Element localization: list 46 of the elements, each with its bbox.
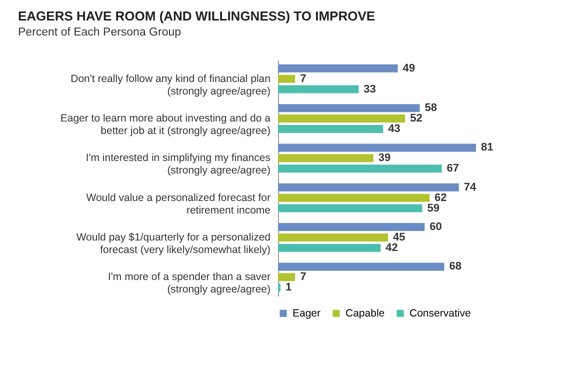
data-label: 59 [427, 202, 440, 214]
bar [278, 104, 420, 112]
legend-label: Capable [346, 307, 385, 320]
legend-label: Eager [292, 307, 322, 320]
data-label: 42 [386, 242, 398, 254]
data-label: 7 [300, 72, 306, 85]
y-tick-label: Eager to learn more about investing and do a better job at it (strongly agree/agree) [60, 112, 271, 138]
bar [278, 233, 388, 242]
bar [278, 244, 381, 252]
data-label: 68 [449, 260, 462, 273]
data-label: 58 [424, 102, 438, 114]
bar [278, 204, 422, 212]
y-tick-label: Would value a personalized forecast for retirement income [86, 192, 271, 216]
bar [278, 194, 430, 202]
bar [278, 262, 444, 271]
y-tick-label: I'm interested in simplifying my finances (strongly agree/agree) [86, 152, 270, 177]
bar [278, 154, 374, 162]
y-tick-label: Don't really follow any kind of financial plan (strongly agree/agree) [70, 72, 271, 98]
data-label: 81 [481, 142, 494, 154]
data-label: 67 [446, 162, 460, 175]
bar [278, 85, 359, 94]
data-label: 7 [300, 271, 306, 284]
bar [278, 183, 459, 192]
bar [278, 164, 442, 173]
data-label: 1 [285, 282, 292, 294]
bar [278, 144, 476, 152]
legend-label: Conservative [410, 307, 471, 320]
data-label: 33 [364, 83, 376, 96]
data-label: 45 [393, 231, 406, 244]
data-label: 74 [464, 181, 478, 194]
bar [278, 74, 296, 83]
data-label: 60 [430, 221, 442, 234]
bar [278, 124, 384, 133]
data-label: 39 [378, 152, 391, 164]
data-label: 43 [388, 122, 400, 135]
data-label: 52 [410, 112, 422, 125]
bar [278, 223, 425, 232]
bar [278, 273, 296, 282]
y-tick-label: I'm more of a spender than a saver (strongly agree/agree) [108, 271, 271, 296]
bar [278, 64, 398, 72]
data-label: 49 [402, 62, 416, 74]
chart-title: EAGERS HAVE ROOM (AND WILLINGNESS) TO IMPROVE [18, 8, 376, 24]
text: Percent of Each Persona Group [18, 26, 182, 38]
data-label: 62 [434, 192, 447, 204]
bar [278, 114, 406, 123]
y-tick-label: Would pay $1/quarterly for a personalized forecast (very likely/somewhat likely) [76, 231, 271, 256]
